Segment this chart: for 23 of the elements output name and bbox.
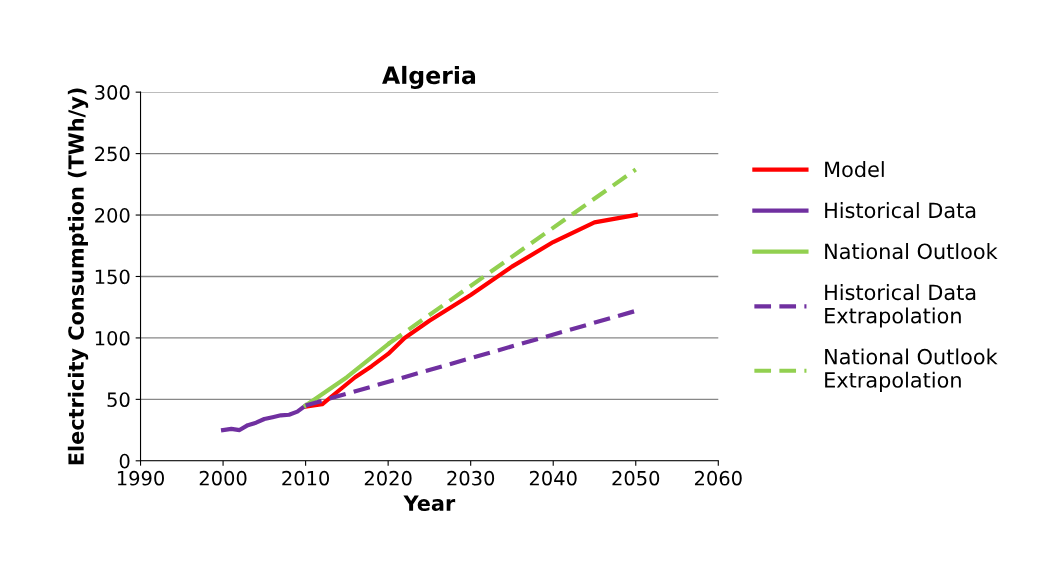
y-tick-label: 100 [95, 330, 130, 346]
legend-label: Historical Data [825, 202, 976, 219]
x-tick-label: 2050 [612, 470, 660, 486]
y-tick-label: 200 [95, 208, 130, 223]
y-axis-title: Electricity Consumption (TWh/y) [67, 88, 89, 465]
x-tick-label: 2010 [282, 470, 330, 486]
x-tick-label: 2000 [199, 470, 247, 486]
x-tick-label: 1990 [117, 470, 164, 486]
x-tick-label: 2060 [694, 470, 742, 486]
legend-label: National Outlook [825, 243, 998, 260]
legend-label: National Outlook Extrapolation [825, 348, 998, 392]
y-tick-label: 150 [95, 269, 130, 285]
x-axis-title: Year [403, 495, 456, 512]
y-tick-label: 50 [107, 392, 130, 408]
legend-label: Model [825, 161, 884, 178]
x-tick-label: 2030 [447, 470, 495, 486]
y-tick-label: 250 [95, 146, 130, 162]
y-tick-label: 0 [119, 453, 130, 469]
y-tick-label: 300 [95, 85, 130, 100]
legend-label: Historical Data Extrapolation [825, 284, 976, 328]
x-tick-label: 2020 [364, 470, 412, 486]
chart-title: Algeria [382, 65, 476, 89]
x-tick-label: 2040 [529, 470, 577, 486]
